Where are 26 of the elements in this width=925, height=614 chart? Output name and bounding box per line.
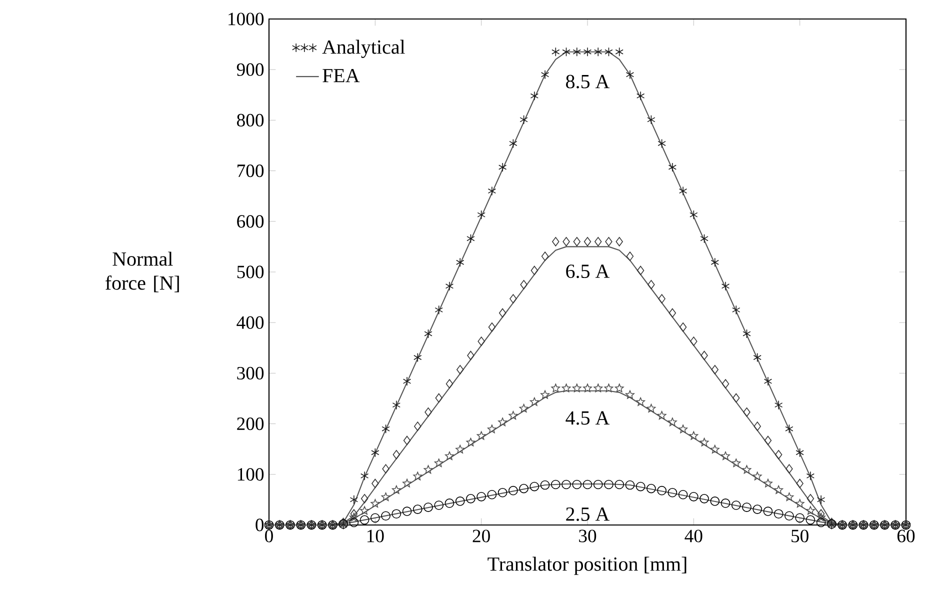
annotation: 6.5 A: [566, 264, 610, 278]
y-tick-label: 600: [237, 215, 264, 228]
x-tick-label: 60: [897, 530, 915, 542]
y-axis-title: Normal force [N]: [106, 252, 179, 292]
y-tick-label: 900: [236, 63, 264, 76]
y-tick-label: 300: [237, 366, 264, 380]
y-tick-label: 1000: [228, 12, 264, 26]
y-tick-label: 500: [237, 266, 264, 278]
y-tick-label: 0: [256, 518, 264, 532]
x-tick-label: 40: [684, 530, 702, 542]
y-tick-label: 100: [238, 468, 264, 481]
y-tick-label: 200: [237, 417, 264, 430]
legend-label: Analytical: [322, 40, 405, 58]
x-tick-label: 30: [579, 530, 596, 542]
x-tick-label: 20: [472, 530, 490, 542]
x-tick-label: 10: [367, 530, 384, 542]
annotation: 4.5 A: [566, 411, 610, 425]
annotation: 8.5 A: [566, 74, 610, 88]
x-tick-label: 50: [792, 530, 808, 542]
y-tick-label: 800: [237, 114, 264, 126]
x-tick-label: 0: [265, 530, 273, 542]
annotation: 2.5 A: [566, 507, 610, 521]
y-tick-label: 700: [238, 164, 264, 178]
y-tick-label: 400: [236, 316, 264, 329]
legend-label: FEA: [322, 68, 360, 82]
x-axis-title: Translator position [mm]: [488, 556, 686, 575]
